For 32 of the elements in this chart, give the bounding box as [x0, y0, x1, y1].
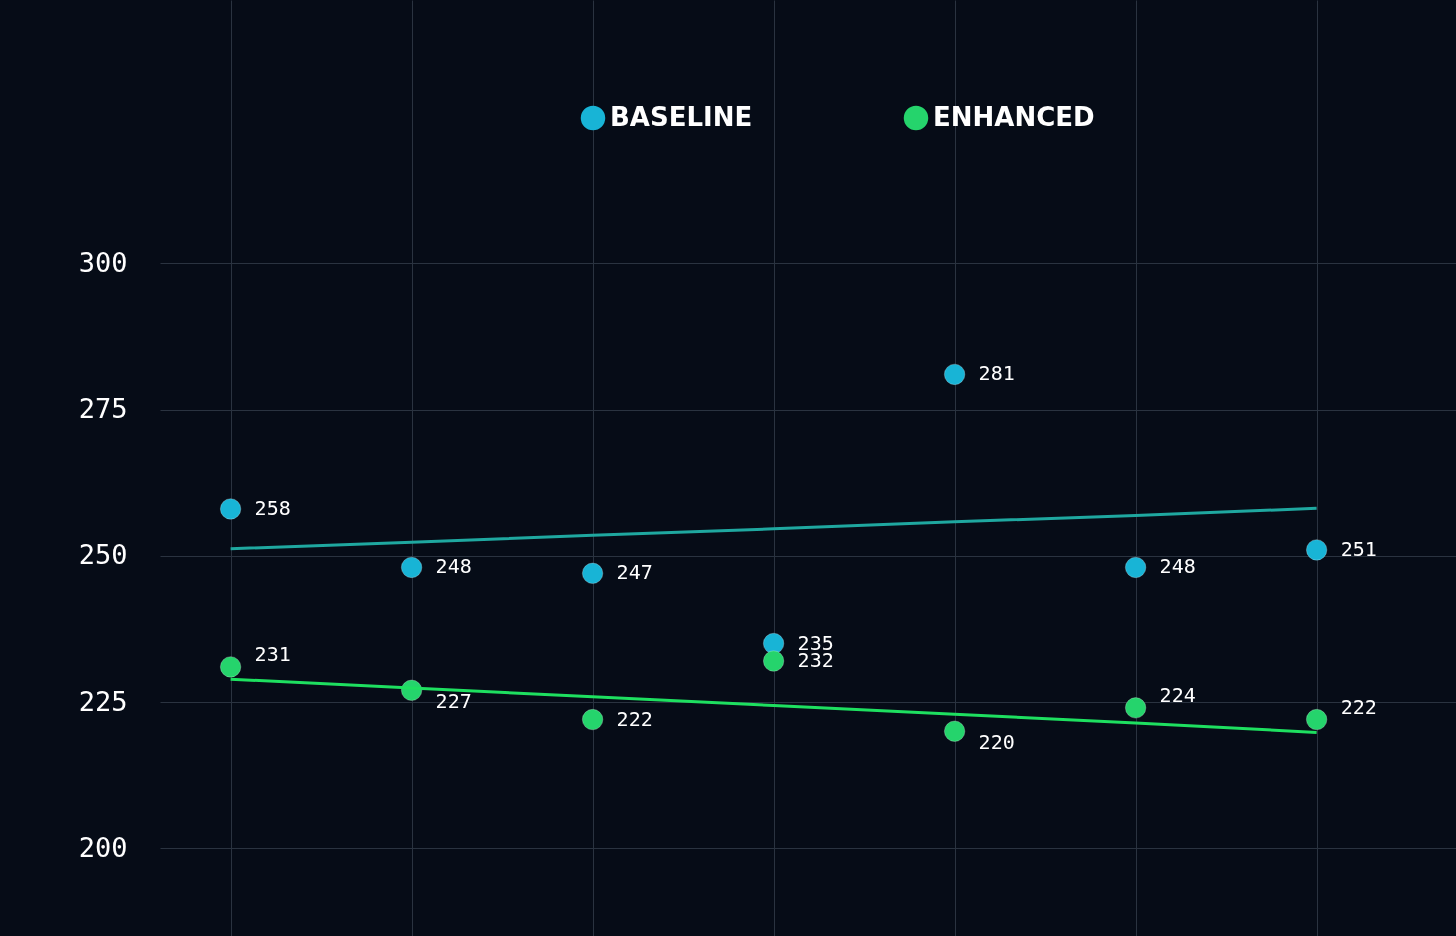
y-tick-label: 275 — [78, 393, 128, 424]
y-tick-label: 225 — [78, 685, 128, 717]
data-label: 224 — [1159, 682, 1196, 707]
point — [1124, 697, 1147, 719]
data-label: 222 — [1340, 694, 1377, 719]
data-label: 251 — [1340, 536, 1377, 561]
point — [400, 556, 423, 579]
point — [1305, 708, 1328, 731]
data-label: 227 — [435, 689, 472, 714]
data-label: 220 — [978, 730, 1015, 755]
legend-label: BASELINE — [610, 102, 753, 132]
point — [219, 498, 242, 520]
data-label: 258 — [254, 495, 291, 520]
point — [581, 708, 604, 731]
point — [762, 632, 785, 655]
y-tick-label: 200 — [78, 831, 128, 863]
data-label: 222 — [616, 706, 653, 731]
point — [943, 720, 966, 742]
data-label: 248 — [1159, 554, 1196, 579]
point — [1305, 539, 1328, 561]
data-label: 247 — [616, 560, 653, 585]
point — [943, 363, 966, 386]
point — [762, 650, 785, 672]
point — [219, 656, 242, 678]
legend-label: ENHANCED — [933, 102, 1095, 132]
y-tick-label: 300 — [78, 246, 128, 278]
y-tick-label: 250 — [78, 539, 128, 571]
point — [1124, 556, 1147, 579]
data-label: 281 — [978, 361, 1015, 386]
point — [581, 562, 604, 585]
data-label: 248 — [435, 554, 472, 579]
data-label: 231 — [254, 641, 291, 666]
